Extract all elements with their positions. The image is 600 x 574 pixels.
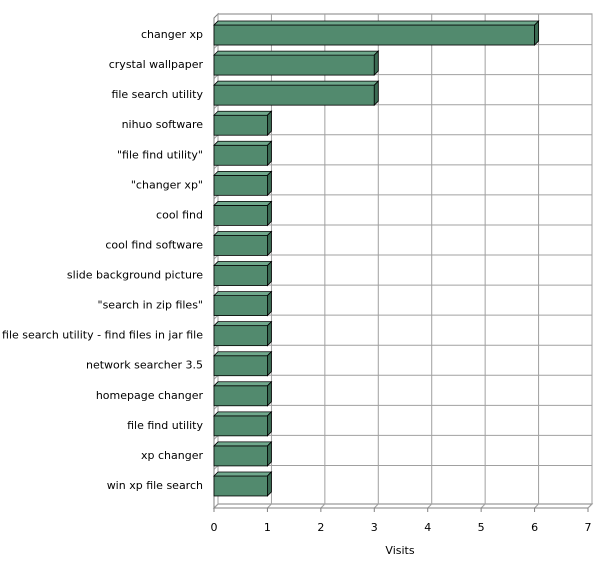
y-tick-label: win xp file search bbox=[107, 479, 203, 492]
bar-top bbox=[213, 50, 380, 56]
bar-side bbox=[267, 110, 272, 137]
bar-front bbox=[213, 144, 268, 166]
bar-side bbox=[373, 50, 379, 77]
y-tick-label: homepage changer bbox=[96, 389, 204, 402]
floor-grid-line bbox=[587, 503, 593, 509]
bar-side bbox=[267, 260, 272, 287]
x-tick-label: 5 bbox=[478, 521, 485, 534]
bar-front bbox=[213, 355, 268, 377]
floor-grid-line bbox=[480, 503, 486, 509]
bar bbox=[213, 20, 540, 46]
bar-side bbox=[373, 80, 379, 107]
y-tick-label: "search in zip files" bbox=[98, 299, 203, 312]
bar-top bbox=[213, 170, 273, 176]
floor-grid-line bbox=[373, 503, 379, 509]
bar-front bbox=[213, 325, 268, 347]
y-tick-label: nihuo software bbox=[122, 118, 204, 131]
y-tick-label: changer xp bbox=[141, 28, 203, 41]
bar bbox=[213, 440, 273, 467]
bar bbox=[213, 170, 273, 197]
bar bbox=[213, 110, 273, 137]
bar-side bbox=[267, 230, 272, 257]
bar-front bbox=[213, 54, 375, 76]
bar-side bbox=[267, 380, 272, 407]
y-tick-label: "changer xp" bbox=[131, 178, 203, 191]
bar-top bbox=[213, 441, 273, 447]
bar-side bbox=[534, 20, 539, 46]
bar-front bbox=[213, 475, 268, 497]
bar bbox=[213, 200, 273, 227]
y-tick-label: cool find bbox=[156, 208, 203, 221]
y-tick-label: file find utility bbox=[127, 419, 203, 432]
x-tick-label: 0 bbox=[211, 521, 218, 534]
floor-grid-line bbox=[427, 503, 433, 509]
bar bbox=[213, 140, 273, 167]
bar-top bbox=[213, 110, 273, 116]
x-tick-label: 1 bbox=[264, 521, 271, 534]
bar-top bbox=[213, 80, 380, 86]
bar bbox=[213, 290, 273, 317]
x-tick-label: 2 bbox=[317, 521, 324, 534]
bar-side bbox=[267, 410, 272, 437]
bar-front bbox=[213, 295, 268, 316]
bar bbox=[213, 471, 273, 497]
x-tick-label: 3 bbox=[371, 521, 378, 534]
bar-top bbox=[213, 321, 273, 327]
bar-top bbox=[213, 411, 273, 417]
bar-top bbox=[213, 291, 273, 296]
bar-top bbox=[213, 381, 273, 387]
bar-front bbox=[213, 114, 268, 136]
x-tick-label: 6 bbox=[531, 521, 538, 534]
y-tick-label: slide background picture bbox=[67, 269, 203, 282]
bar-front bbox=[213, 84, 375, 106]
bar-top bbox=[213, 20, 540, 26]
bar-front bbox=[213, 445, 268, 467]
x-tick-label: 7 bbox=[585, 521, 592, 534]
bar-front bbox=[213, 385, 268, 407]
bar-side bbox=[267, 440, 272, 467]
bar bbox=[213, 410, 273, 437]
bar-top bbox=[213, 471, 273, 477]
bar bbox=[213, 380, 273, 407]
bar-side bbox=[267, 290, 272, 317]
bar bbox=[213, 80, 380, 107]
bar-side bbox=[267, 170, 272, 197]
floor-grid-line bbox=[213, 503, 219, 509]
bar bbox=[213, 320, 273, 347]
bar-front bbox=[213, 205, 268, 226]
bar-top bbox=[213, 140, 273, 146]
bar-side bbox=[267, 320, 272, 347]
bar bbox=[213, 50, 380, 77]
bar-front bbox=[213, 174, 268, 196]
bar-side bbox=[267, 140, 272, 167]
floor-grid-line bbox=[267, 503, 272, 509]
bar-top bbox=[213, 201, 273, 206]
bar-top bbox=[213, 261, 273, 266]
bar-top bbox=[213, 351, 273, 357]
bar bbox=[213, 230, 273, 257]
x-tick-label: 4 bbox=[424, 521, 431, 534]
floor-grid-line bbox=[320, 503, 326, 509]
x-axis-label: Visits bbox=[385, 544, 414, 557]
bar-front bbox=[213, 235, 268, 256]
bar bbox=[213, 350, 273, 377]
bar-front bbox=[213, 415, 268, 437]
bar-top bbox=[213, 231, 273, 236]
floor-grid-line bbox=[534, 503, 539, 509]
y-tick-label: "file find utility" bbox=[117, 148, 203, 161]
bar-side bbox=[267, 471, 272, 497]
bar-side bbox=[267, 350, 272, 377]
y-tick-label: cool find software bbox=[105, 238, 203, 251]
bar-front bbox=[213, 265, 268, 286]
y-tick-label: crystal wallpaper bbox=[109, 58, 204, 71]
bar-side bbox=[267, 200, 272, 227]
bar bbox=[213, 260, 273, 287]
bar-front bbox=[213, 24, 535, 46]
y-tick-label: network searcher 3.5 bbox=[86, 359, 203, 372]
y-tick-label: file search utility bbox=[111, 88, 203, 101]
y-tick-label: file search utility - find files in jar … bbox=[2, 329, 203, 342]
y-tick-label: xp changer bbox=[141, 449, 203, 462]
